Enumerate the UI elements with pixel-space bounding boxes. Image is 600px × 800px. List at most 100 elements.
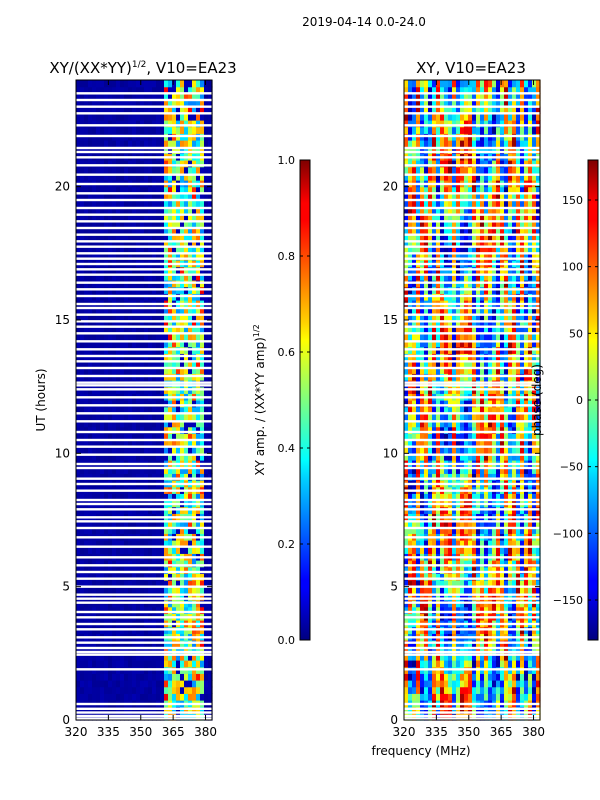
heatmap-cell: [412, 126, 417, 134]
heatmap-cell: [448, 580, 453, 588]
heatmap-cell: [184, 593, 189, 601]
heatmap-cell: [108, 333, 113, 341]
heatmap-cell: [112, 166, 117, 174]
heatmap-cell: [104, 593, 109, 601]
heatmap-cell: [452, 560, 457, 568]
heatmap-cell: [456, 366, 461, 374]
heatmap-cell: [108, 440, 113, 448]
heatmap-cell: [412, 406, 417, 414]
heatmap-cell: [92, 340, 97, 348]
heatmap-cell: [124, 326, 129, 334]
heatmap-cell: [104, 166, 109, 174]
heatmap-cell: [428, 406, 433, 414]
heatmap-cell: [140, 320, 145, 328]
heatmap-cell: [92, 413, 97, 421]
heatmap-cell: [124, 320, 129, 328]
heatmap-cell: [432, 440, 437, 448]
heatmap-cell: [428, 140, 433, 148]
heatmap-cell: [188, 93, 193, 101]
heatmap-cell: [112, 326, 117, 334]
heatmap-cell: [96, 400, 101, 408]
heatmap-cell: [176, 660, 181, 668]
heatmap-cell: [152, 140, 157, 148]
heatmap-cell: [80, 653, 85, 661]
heatmap-cell: [208, 193, 213, 201]
heatmap-cell: [192, 333, 197, 341]
heatmap-cell: [112, 546, 117, 554]
heatmap-cell: [140, 120, 145, 128]
heatmap-cell: [460, 206, 465, 214]
flagged-row: [76, 622, 212, 626]
heatmap-cell: [124, 200, 129, 208]
heatmap-cell: [108, 586, 113, 594]
heatmap-cell: [404, 580, 409, 588]
heatmap-cell: [464, 160, 469, 168]
flagged-row: [76, 585, 212, 588]
heatmap-cell: [192, 526, 197, 534]
heatmap-cell: [132, 586, 137, 594]
heatmap-cell: [112, 413, 117, 421]
heatmap-cell: [96, 593, 101, 601]
heatmap-cell: [444, 466, 449, 474]
heatmap-cell: [416, 93, 421, 101]
heatmap-cell: [92, 546, 97, 554]
heatmap-cell: [140, 193, 145, 201]
flagged-row: [76, 313, 212, 316]
heatmap-cell: [416, 113, 421, 121]
heatmap-cell: [172, 86, 177, 94]
heatmap-cell: [436, 326, 441, 334]
flagged-row: [76, 610, 212, 614]
heatmap-cell: [404, 246, 409, 254]
heatmap-cell: [76, 146, 81, 154]
heatmap-cell: [208, 686, 213, 694]
heatmap-cell: [464, 466, 469, 474]
heatmap-cell: [408, 80, 413, 88]
heatmap-cell: [404, 606, 409, 614]
heatmap-cell: [84, 160, 89, 168]
heatmap-cell: [420, 413, 425, 421]
heatmap-cell: [156, 493, 161, 501]
heatmap-cell: [408, 233, 413, 241]
heatmap-cell: [168, 246, 173, 254]
heatmap-cell: [100, 186, 105, 194]
heatmap-cell: [168, 80, 173, 88]
heatmap-cell: [160, 573, 165, 581]
heatmap-cell: [184, 686, 189, 694]
heatmap-cell: [436, 253, 441, 261]
heatmap-cell: [184, 520, 189, 528]
heatmap-cell: [192, 573, 197, 581]
heatmap-cell: [404, 646, 409, 654]
heatmap-cell: [92, 680, 97, 688]
heatmap-cell: [116, 426, 121, 434]
heatmap-cell: [108, 606, 113, 614]
flagged-row: [76, 714, 212, 718]
heatmap-cell: [440, 453, 445, 461]
heatmap-cell: [88, 213, 93, 221]
heatmap-cell: [440, 206, 445, 214]
heatmap-cell: [120, 306, 125, 314]
heatmap-cell: [112, 246, 117, 254]
heatmap-cell: [456, 213, 461, 221]
heatmap-cell: [428, 106, 433, 114]
heatmap-cell: [76, 693, 81, 701]
heatmap-cell: [448, 333, 453, 341]
heatmap-cell: [420, 686, 425, 694]
heatmap-cell: [188, 693, 193, 701]
heatmap-cell: [116, 306, 121, 314]
heatmap-cell: [108, 593, 113, 601]
heatmap-cell: [160, 593, 165, 601]
heatmap-cell: [176, 320, 181, 328]
heatmap-cell: [100, 673, 105, 681]
heatmap-cell: [424, 186, 429, 194]
heatmap-cell: [208, 653, 213, 661]
heatmap-cell: [100, 126, 105, 134]
heatmap-cell: [172, 193, 177, 201]
heatmap-cell: [136, 473, 141, 481]
heatmap-cell: [104, 213, 109, 221]
heatmap-cell: [80, 440, 85, 448]
heatmap-cell: [416, 693, 421, 701]
heatmap-cell: [104, 326, 109, 334]
heatmap-cell: [424, 146, 429, 154]
heatmap-cell: [100, 540, 105, 548]
